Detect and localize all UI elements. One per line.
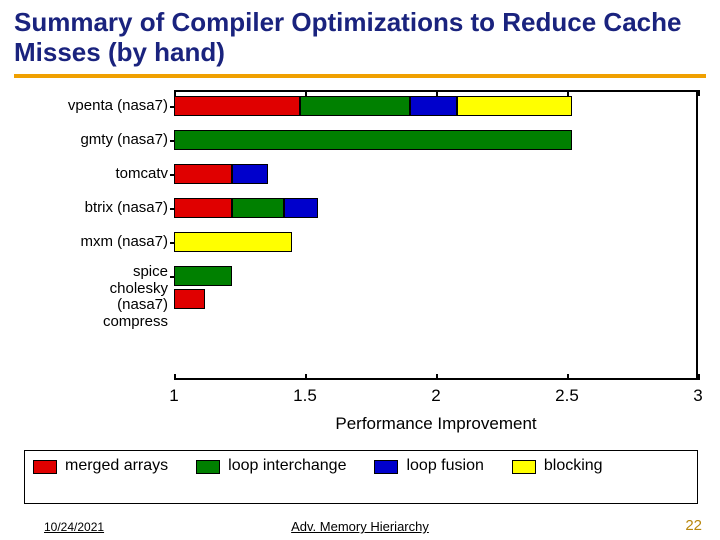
legend-label: merged arrays [65,457,168,475]
bar-segment [457,96,572,116]
legend-swatch [374,460,398,474]
legend-label: loop fusion [406,457,483,475]
x-tick-label: 1 [169,386,178,406]
bar-segment [232,198,284,218]
legend-item: merged arrays [33,457,168,475]
chart: Performance Improvement vpenta (nasa7)gm… [24,90,698,420]
page-title: Summary of Compiler Optimizations to Red… [0,0,720,74]
category-label: vpenta (nasa7) [24,98,168,115]
legend-item: blocking [512,457,603,475]
bar-segment [174,289,205,309]
legend-swatch [33,460,57,474]
category-label: spicecholesky(nasa7)compress [24,264,168,330]
bar-segment [174,232,292,252]
legend-swatch [512,460,536,474]
bar-segment [232,164,269,184]
x-tick-label: 1.5 [293,386,317,406]
bar-segment [284,198,318,218]
x-axis-title: Performance Improvement [174,414,698,434]
bar-segment [174,96,300,116]
footer-page: 22 [685,517,702,534]
legend-label: blocking [544,457,603,475]
footer-center: Adv. Memory Hieriarchy [0,519,720,534]
title-rule [14,74,706,78]
legend-item: loop fusion [374,457,483,475]
legend: merged arrays loop interchange loop fusion… [24,450,698,504]
category-label: tomcatv [24,166,168,183]
x-tick-label: 3 [693,386,702,406]
legend-item: loop interchange [196,457,346,475]
bar-segment [300,96,410,116]
x-tick-label: 2 [431,386,440,406]
bar-segment [410,96,457,116]
legend-swatch [196,460,220,474]
bar-segment [174,198,232,218]
category-label: btrix (nasa7) [24,200,168,217]
category-label: mxm (nasa7) [24,234,168,251]
legend-label: loop interchange [228,457,346,475]
x-tick-label: 2.5 [555,386,579,406]
bar-segment [174,164,232,184]
category-label: gmty (nasa7) [24,132,168,149]
bar-segment [174,266,232,286]
bar-segment [174,130,572,150]
